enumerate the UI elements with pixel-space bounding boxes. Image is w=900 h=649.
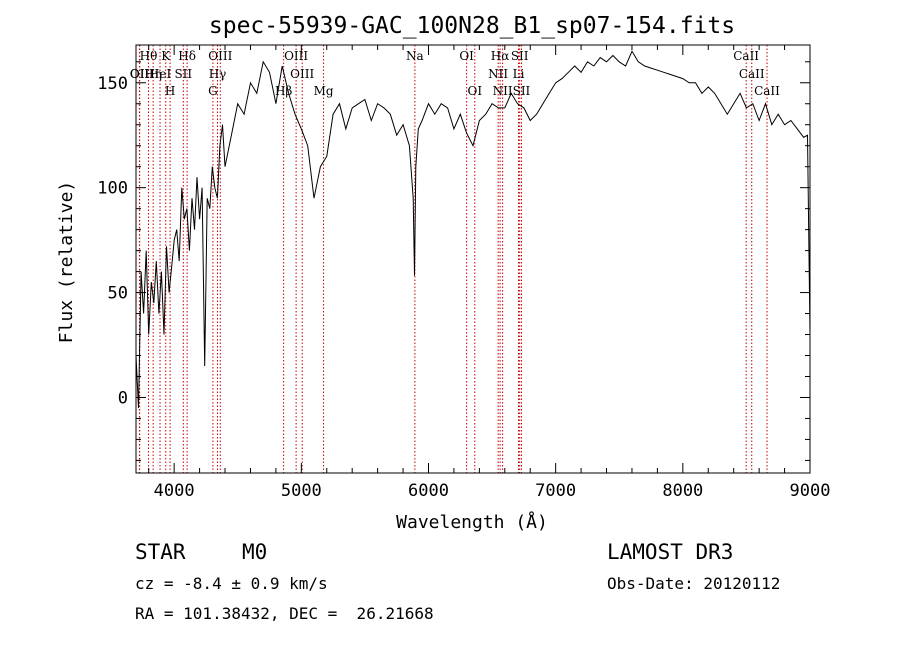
line-label-20: H [165,84,175,98]
line-label-9: CaII [733,49,759,63]
y-tick-label-3: 150 [97,74,128,94]
line-label-19: Hη [144,67,162,81]
line-label-16: Li [513,67,525,81]
observation-date: Obs-Date: 20120112 [607,574,781,593]
line-label-26: SII [513,84,531,98]
plot-frame [135,44,811,474]
chart-title: spec-55939-GAC_100N28_B1_sp07-154.fits [209,13,735,39]
axis-ticks: 4000 5000 6000 7000 8000 9000 0 50 100 150 [97,45,830,501]
line-label-6: OI [459,49,474,63]
survey-name: LAMOST DR3 [607,540,734,564]
x-tick-label-5: 9000 [790,481,831,501]
object-subclass: M0 [242,540,268,564]
y-axis-label: Flux (relative) [56,181,77,344]
object-class: STAR [135,540,186,564]
line-label-22: Hβ [275,84,292,98]
line-label-0: Hθ [140,49,158,63]
x-tick-label-0: 4000 [154,481,195,501]
x-tick-label-2: 6000 [408,481,449,501]
line-label-10: OII [130,67,150,81]
line-label-4: OIII [284,49,308,63]
line-label-13: Hγ [209,67,227,81]
line-label-2: Hδ [178,49,196,63]
line-label-18: OII [130,67,150,81]
line-label-17: CaII [739,67,765,81]
line-label-25: NII [493,84,513,98]
line-label-3: OIII [208,49,232,63]
line-label-15: NII [488,67,508,81]
line-label-27: CaII [754,84,780,98]
line-label-11: HeI [149,67,172,81]
line-label-21: G [208,84,218,98]
x-tick-label-4: 8000 [662,481,703,501]
spectrum-line [135,50,811,409]
line-label-1: K [161,49,171,63]
x-tick-label-1: 5000 [281,481,322,501]
line-label-23: Mg [314,84,334,98]
spectrum-series [135,50,811,409]
x-axis-label: Wavelength (Å) [396,511,548,533]
line-label-14: OIII [290,67,314,81]
line-label-7: Hα [491,49,510,63]
y-tick-label-0: 0 [118,388,128,408]
line-label-24: OI [467,84,482,98]
line-label-8: SII [511,49,529,63]
y-tick-label-2: 100 [97,179,128,199]
spectral-line-markers [138,45,768,473]
redshift-velocity: cz = -8.4 ± 0.9 km/s [135,574,328,593]
line-label-5: Na [406,49,424,63]
y-tick-label-1: 50 [108,284,128,304]
line-label-12: SII [174,67,192,81]
x-tick-label-3: 7000 [535,481,576,501]
coordinates: RA = 101.38432, DEC = 26.21668 [135,604,434,623]
